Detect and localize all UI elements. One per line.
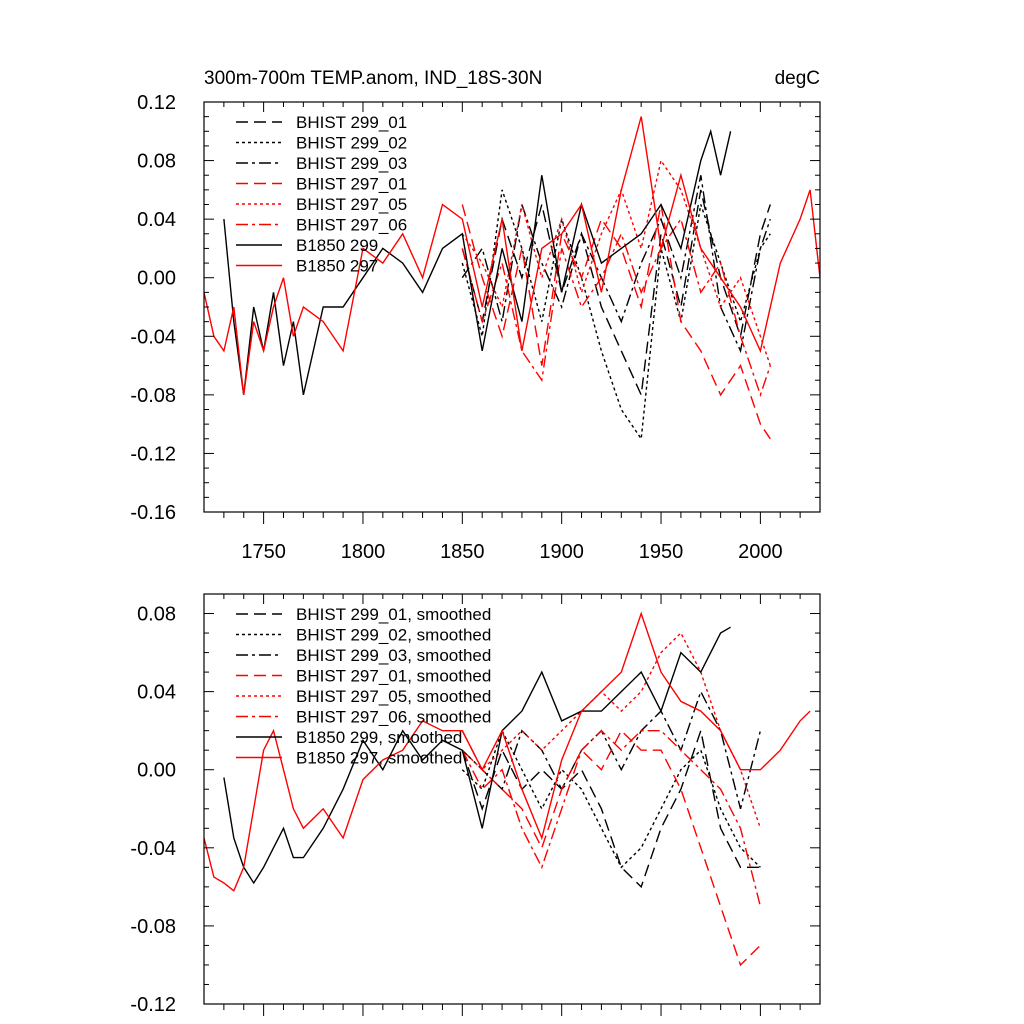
bottom-plot-frame: [203, 593, 821, 1005]
y-tick-label: -0.12: [130, 994, 176, 1016]
x-tick-label: 1900: [539, 541, 584, 563]
series-line-1-7: [204, 611, 811, 892]
legend-label: BHIST 297_06: [296, 216, 407, 235]
top-chart-title: 300m-700m TEMP.anom, IND_18S-30N: [204, 68, 542, 89]
top-plot-frame: [203, 101, 821, 513]
legend-label: BHIST 297_01: [296, 175, 407, 194]
legend-label: BHIST 299_02, smoothed: [296, 626, 491, 645]
top-axis-ticks: -0.16 -0.12 -0.08 -0.04 0.00 0.04 0.08 0.12 1750…: [130, 92, 820, 563]
series-line-0-7: [204, 116, 820, 395]
legend-label: B1850 299: [296, 236, 378, 255]
series-line-1-4: [461, 631, 762, 829]
legend-label: BHIST 299_02: [296, 134, 407, 153]
legend-label: BHIST 297_05: [296, 195, 407, 214]
x-tick-label: 2000: [738, 541, 783, 563]
legend-label: B1850 297, smoothed: [296, 749, 462, 768]
x-tick-label: 1750: [241, 541, 286, 563]
x-tick-label: 1800: [341, 541, 386, 563]
y-tick-label: -0.04: [130, 326, 176, 348]
y-tick-label: 0.08: [137, 151, 176, 173]
y-tick-label: 0.00: [137, 760, 176, 782]
bottom-legend: BHIST 299_01, smoothed BHIST 299_02, smoo…: [236, 605, 491, 768]
series-line-1-5: [461, 729, 762, 907]
legend-label: BHIST 297_05, smoothed: [296, 687, 491, 706]
series-line-0-2: [461, 175, 771, 354]
legend-label: BHIST 299_03, smoothed: [296, 646, 491, 665]
top-series-lines: [204, 116, 820, 441]
series-line-0-1: [461, 189, 771, 441]
bottom-panel: -0.12 -0.08 -0.04 0.00 0.04 0.08 BHIST 299_01…: [130, 593, 821, 1016]
y-tick-label: 0.12: [137, 92, 176, 114]
x-tick-label: 1950: [639, 541, 684, 563]
y-tick-label: 0.08: [137, 604, 176, 626]
top-chart-units: degC: [775, 68, 820, 89]
series-line-0-6: [223, 128, 732, 396]
x-tick-label: 1850: [440, 541, 485, 563]
y-tick-label: -0.08: [130, 385, 176, 407]
y-tick-label: -0.04: [130, 838, 176, 860]
series-line-1-1: [461, 728, 761, 869]
y-tick-label: -0.08: [130, 916, 176, 938]
y-tick-label: 0.00: [137, 268, 176, 290]
legend-label: BHIST 297_01, smoothed: [296, 667, 491, 686]
series-line-1-6: [223, 626, 731, 885]
y-tick-label: -0.12: [130, 443, 176, 465]
y-tick-label: -0.16: [130, 502, 176, 524]
bottom-series-lines: [204, 611, 811, 967]
legend-label: BHIST 299_03: [296, 154, 407, 173]
top-panel: 300m-700m TEMP.anom, IND_18S-30N degC -0…: [130, 68, 821, 563]
legend-label: B1850 299, smoothed: [296, 728, 462, 747]
series-line-1-3: [461, 729, 761, 967]
legend-label: BHIST 299_01: [296, 113, 407, 132]
legend-label: B1850 297: [296, 257, 378, 276]
y-tick-label: 0.04: [137, 209, 176, 231]
bottom-axis-ticks: -0.12 -0.08 -0.04 0.00 0.04 0.08: [130, 594, 820, 1016]
y-tick-label: 0.04: [137, 682, 176, 704]
legend-label: BHIST 297_06, smoothed: [296, 708, 491, 727]
legend-label: BHIST 299_01, smoothed: [296, 605, 491, 624]
